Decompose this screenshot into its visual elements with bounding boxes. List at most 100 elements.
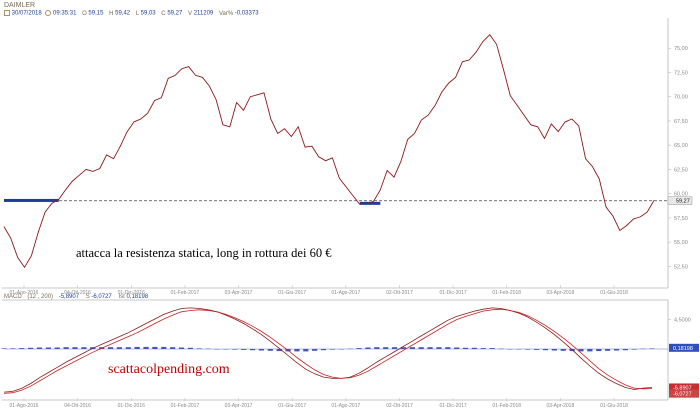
histogram-bar	[196, 348, 202, 349]
histogram-bar	[436, 347, 442, 349]
histogram-bar	[294, 349, 300, 352]
histogram-bar	[374, 347, 380, 349]
close-label: C	[161, 10, 166, 17]
histogram-bar	[534, 349, 540, 350]
histogram-bar	[170, 347, 176, 349]
price-y-tick-label: 67,50	[674, 119, 688, 125]
ohlc-header: 30/07/2018 09:35:31 O 59,15 H 59,42 L 59…	[4, 10, 259, 17]
price-y-tick-label: 55,00	[674, 240, 688, 246]
price-x-tick-label: 01-Feb-2018	[492, 290, 521, 296]
histogram-bar	[409, 347, 415, 349]
histogram-bar	[63, 347, 69, 349]
histogram-bar	[605, 349, 611, 351]
histogram-bar	[232, 349, 238, 350]
signal-series-line	[3, 308, 653, 394]
price-x-tick-label: 01-Feb-2017	[171, 290, 200, 296]
macd-value-badge	[669, 389, 699, 398]
price-series-line	[3, 34, 655, 269]
macd-value-badge-label: 0,18198	[673, 346, 693, 352]
macd-value-badge	[669, 343, 699, 352]
macd-x-tick-label: 01-Feb-2017	[171, 403, 200, 409]
histogram-bar	[258, 349, 265, 351]
low-value: 59,03	[140, 10, 156, 17]
macd-series-line	[3, 307, 653, 393]
macd-x-tick-label: 02-Ott-2017	[386, 403, 413, 409]
macd-value-badge-label: -6,0727	[673, 392, 692, 398]
high-label: H	[109, 10, 114, 17]
histogram-bar	[267, 349, 273, 351]
macd-x-tick-label: 01-Ago-2017	[331, 403, 360, 409]
histogram-bar	[303, 349, 309, 352]
histogram-bar	[525, 349, 531, 350]
histogram-bar	[631, 349, 637, 350]
histogram-bar	[28, 347, 34, 349]
histogram-bar	[622, 349, 628, 351]
price-x-tick-label: 01-Dic-2016	[118, 290, 145, 296]
hist-label: Ist	[118, 294, 125, 300]
macd-x-tick-label: 03-Apr-2017	[225, 403, 253, 409]
price-x-tick-label: 01-Giu-2017	[278, 290, 306, 296]
header-date: 30/07/2018	[11, 10, 42, 17]
price-x-tick-label: 04-Ott-2016	[64, 290, 91, 296]
histogram-bar	[143, 346, 149, 349]
symbol-title: DAIMLER	[4, 2, 36, 9]
histogram-bar	[81, 347, 87, 349]
volume-label: V	[188, 10, 193, 17]
price-y-tick-label: 52,50	[674, 264, 688, 270]
histogram-bar	[454, 347, 460, 349]
var-label: Var%	[218, 10, 234, 17]
macd-x-tick-label: 01-Giu-2018	[600, 403, 628, 409]
macd-value: -5,8907	[58, 294, 80, 300]
histogram-bar	[445, 347, 451, 349]
histogram-bar	[125, 347, 131, 349]
histogram-bar	[418, 347, 424, 349]
reference-value-badge	[667, 196, 693, 205]
histogram-bar	[578, 349, 584, 352]
open-value: 59,15	[88, 10, 104, 17]
calendar-icon	[4, 10, 10, 16]
histogram-bar	[134, 346, 140, 349]
histogram-bar	[365, 347, 371, 349]
macd-x-tick-label: 01-Giu-2017	[278, 403, 306, 409]
macd-header: MACD (12 , 200) -5,8907 S -6,0727 Ist 0,…	[4, 294, 148, 300]
histogram-bar	[480, 348, 486, 349]
analysis-annotation: attacca la resistenza statica, long in r…	[76, 246, 332, 260]
histogram-bar	[320, 349, 327, 351]
histogram-bar	[19, 348, 25, 349]
histogram-bar	[542, 349, 549, 351]
macd-params: (12 , 200)	[27, 294, 54, 300]
macd-x-tick-label: 01-Feb-2018	[492, 403, 521, 409]
price-x-tick-label: 01-Ago-2017	[331, 290, 360, 296]
histogram-bar	[10, 348, 16, 349]
histogram-bar	[391, 347, 398, 349]
price-y-tick-label: 75,00	[674, 46, 688, 52]
histogram-bar	[187, 347, 194, 349]
histogram-bar	[596, 349, 602, 352]
histogram-bar	[178, 347, 185, 349]
macd-x-tick-label: 01-Dic-2016	[118, 403, 145, 409]
open-label: O	[82, 10, 87, 17]
histogram-bar	[489, 348, 495, 349]
clock-icon	[45, 10, 52, 16]
histogram-bar	[329, 349, 336, 350]
histogram-bar	[72, 347, 78, 349]
price-x-tick-label: 01-Dic-2017	[439, 290, 466, 296]
histogram-bar	[161, 346, 167, 349]
histogram-bar	[276, 349, 282, 352]
histogram-bar	[241, 349, 247, 350]
price-x-tick-label: 01-Giu-2018	[600, 290, 628, 296]
histogram-bar	[613, 349, 620, 351]
histogram-bar	[587, 349, 593, 352]
histogram-bar	[45, 347, 51, 349]
macd-value-badge	[669, 383, 699, 392]
histogram-bar	[551, 349, 557, 351]
histogram-bar	[54, 347, 60, 349]
macd-x-tick-label: 04-Ott-2016	[64, 403, 91, 409]
macd-x-tick-label: 01-Dic-2017	[439, 403, 466, 409]
macd-y-tick-label: 4,5000	[674, 318, 691, 324]
histogram-bar	[249, 349, 256, 351]
reference-value-label: 59,27	[676, 199, 690, 205]
histogram-bar	[427, 347, 433, 349]
signal-value: -6,0727	[91, 294, 112, 300]
price-y-tick-label: 72,50	[674, 70, 688, 76]
